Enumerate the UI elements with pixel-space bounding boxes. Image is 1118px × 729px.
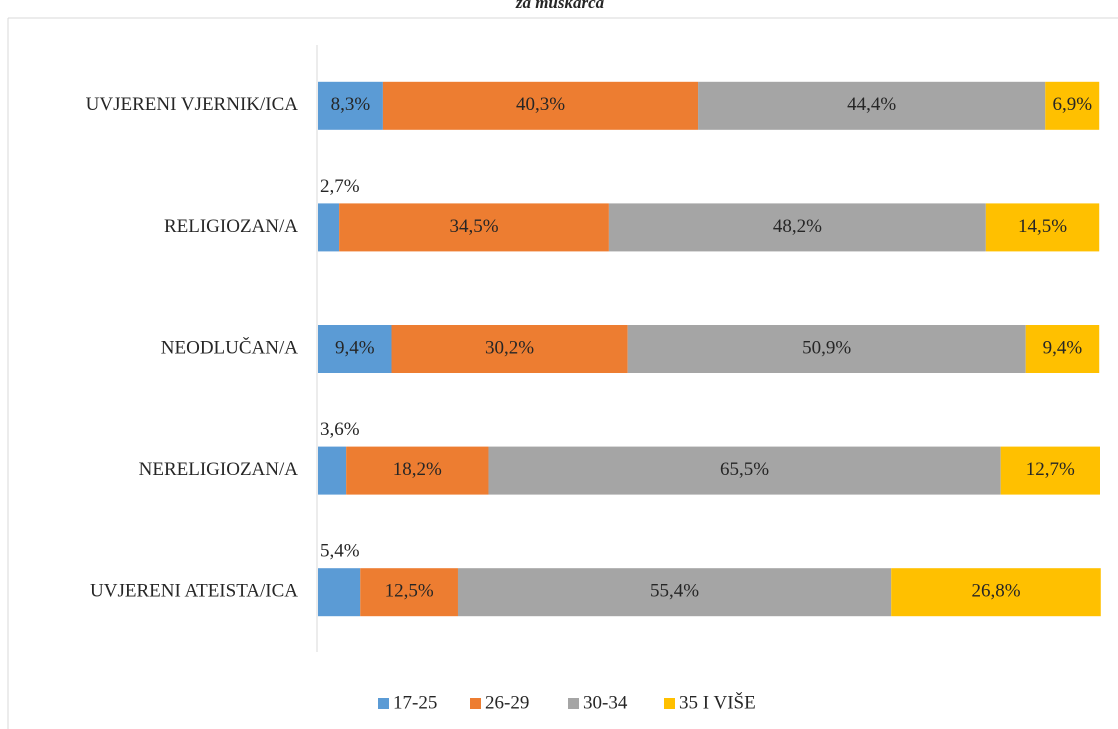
y-tick-label: NERELIGIOZAN/A [139, 459, 299, 480]
y-tick-label: RELIGIOZAN/A [164, 216, 298, 237]
legend-swatch [664, 698, 675, 709]
data-label: 44,4% [847, 94, 896, 115]
data-label: 8,3% [331, 94, 371, 115]
bar-segment [608, 203, 986, 252]
data-label: 9,4% [1043, 337, 1083, 358]
bar-segment [1045, 81, 1100, 130]
bar-segment [318, 568, 361, 617]
bar-segment [488, 446, 1001, 495]
data-label: 9,4% [335, 337, 375, 358]
bar-segment [318, 446, 347, 495]
bar-segment [346, 446, 489, 495]
data-label: 5,4% [320, 541, 360, 562]
legend-label: 35 I VIŠE [679, 691, 756, 713]
data-label: 2,7% [320, 176, 360, 197]
data-label: 50,9% [802, 337, 851, 358]
data-label: 14,5% [1018, 216, 1067, 237]
data-label: 18,2% [393, 459, 442, 480]
bar-segment [318, 203, 340, 252]
data-label: 48,2% [773, 216, 822, 237]
data-label: 30,2% [485, 337, 534, 358]
legend-swatch [378, 698, 389, 709]
bar-segment [627, 325, 1026, 373]
data-label: 40,3% [516, 94, 565, 115]
data-label: 26,8% [971, 581, 1020, 602]
data-label: 12,7% [1026, 459, 1075, 480]
data-label: 65,5% [720, 459, 769, 480]
legend-swatch [568, 698, 579, 709]
bar-segment [698, 81, 1046, 130]
data-label: 6,9% [1052, 94, 1092, 115]
legend-label: 26-29 [485, 692, 529, 713]
bar-segment [1000, 446, 1100, 495]
legend-swatch [470, 698, 481, 709]
bar-segment [985, 203, 1100, 252]
data-label: 12,5% [385, 581, 434, 602]
legend-label: 17-25 [393, 692, 437, 713]
data-label: 3,6% [320, 419, 360, 440]
bar-segment [360, 568, 458, 617]
bar-segment [382, 81, 699, 130]
y-tick-label: UVJERENI ATEISTA/ICA [90, 581, 298, 602]
bar-segment [457, 568, 892, 617]
bar-segment [318, 81, 383, 130]
data-label: 34,5% [449, 216, 498, 237]
bar-segment [1025, 325, 1100, 373]
y-tick-label: NEODLUČAN/A [161, 336, 298, 358]
bar-segment [318, 325, 392, 373]
legend-label: 30-34 [583, 692, 628, 713]
bar-segment [339, 203, 609, 252]
chart-title: za muškarca [515, 0, 605, 12]
bar-segment [891, 568, 1101, 617]
bar-segment [391, 325, 628, 373]
data-label: 55,4% [650, 581, 699, 602]
y-tick-label: UVJERENI VJERNIK/ICA [86, 94, 299, 115]
